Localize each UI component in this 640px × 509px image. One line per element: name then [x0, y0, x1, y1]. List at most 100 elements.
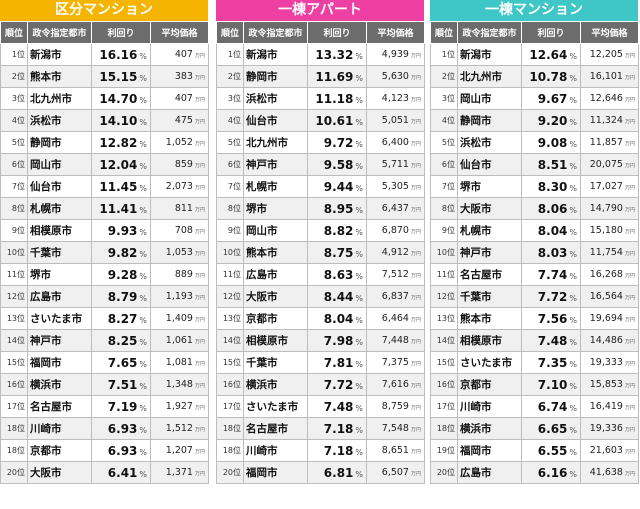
panel-title: 一棟マンション [430, 0, 638, 21]
city-cell: 福岡市 [457, 439, 522, 462]
yield-value: 8.03 [537, 245, 568, 260]
price-value: 12,205 [589, 49, 623, 60]
rank-cell: 11位 [430, 263, 458, 286]
yield-cell: 7.18% [307, 417, 367, 440]
rank-number: 5 [441, 138, 447, 147]
table-row: 5位 静岡市 12.82% 1,052 万円 [0, 131, 209, 154]
percent-unit: % [569, 403, 577, 413]
rank-suffix: 位 [233, 50, 241, 59]
price-value: 11,754 [589, 247, 623, 258]
percent-unit: % [355, 447, 363, 457]
price-value: 4,939 [381, 49, 409, 60]
yield-cell: 7.81% [307, 351, 367, 374]
yield-value: 7.56 [537, 311, 568, 326]
rank-suffix: 位 [17, 468, 25, 477]
yield-value: 6.93 [107, 421, 138, 436]
rank-number: 3 [441, 94, 447, 103]
price-value: 8,759 [381, 401, 409, 412]
price-unit: 万円 [624, 383, 635, 389]
table-row: 10位 神戸市 8.03% 11,754 万円 [430, 241, 639, 264]
city-cell: 名古屋市 [27, 395, 92, 418]
price-cell: 1,052 万円 [150, 131, 209, 154]
percent-unit: % [139, 117, 147, 127]
price-value: 5,051 [381, 115, 409, 126]
yield-value: 9.44 [323, 179, 354, 194]
city-cell: 札幌市 [243, 175, 308, 198]
rank-number: 4 [441, 116, 447, 125]
percent-unit: % [139, 359, 147, 369]
rank-number: 18 [222, 446, 233, 455]
rank-suffix: 位 [17, 248, 25, 257]
price-unit: 万円 [410, 273, 421, 279]
yield-cell: 8.75% [307, 241, 367, 264]
price-value: 6,400 [381, 137, 409, 148]
price-cell: 1,409 万円 [150, 307, 209, 330]
percent-unit: % [355, 381, 363, 391]
rank-number: 10 [222, 248, 233, 257]
panel-title: 一棟アパート [216, 0, 424, 21]
price-unit: 万円 [624, 295, 635, 301]
percent-unit: % [355, 139, 363, 149]
rank-cell: 17位 [0, 395, 28, 418]
table-row: 18位 横浜市 6.65% 19,336 万円 [430, 417, 639, 440]
rank-number: 5 [227, 138, 233, 147]
yield-cell: 7.72% [307, 373, 367, 396]
percent-unit: % [355, 249, 363, 259]
rank-number: 14 [436, 336, 447, 345]
table-row: 18位 名古屋市 7.18% 7,548 万円 [216, 417, 425, 440]
price-cell: 21,603 万円 [580, 439, 639, 462]
price-cell: 15,180 万円 [580, 219, 639, 242]
rank-cell: 18位 [430, 417, 458, 440]
rank-suffix: 位 [17, 402, 25, 411]
yield-value: 9.72 [323, 135, 354, 150]
rank-cell: 9位 [0, 219, 28, 242]
price-value: 5,711 [381, 159, 409, 170]
price-cell: 5,711 万円 [366, 153, 425, 176]
rank-cell: 14位 [0, 329, 28, 352]
city-header: 政令指定都市 [27, 21, 92, 44]
city-cell: 相模原市 [27, 219, 92, 242]
city-cell: 仙台市 [27, 175, 92, 198]
percent-unit: % [139, 337, 147, 347]
yield-header: 利回り [307, 21, 367, 44]
percent-unit: % [569, 447, 577, 457]
rank-number: 1 [227, 50, 233, 59]
yield-value: 6.74 [537, 399, 568, 414]
yield-value: 11.41 [99, 201, 138, 216]
rank-cell: 18位 [216, 417, 244, 440]
rank-number: 9 [441, 226, 447, 235]
yield-value: 7.18 [323, 443, 354, 458]
yield-cell: 7.98% [307, 329, 367, 352]
table-row: 20位 広島市 6.16% 41,638 万円 [430, 461, 639, 484]
percent-unit: % [355, 95, 363, 105]
rank-suffix: 位 [447, 292, 455, 301]
rank-suffix: 位 [447, 380, 455, 389]
city-cell: 大阪市 [27, 461, 92, 484]
rank-suffix: 位 [233, 94, 241, 103]
rank-cell: 16位 [0, 373, 28, 396]
percent-unit: % [355, 403, 363, 413]
price-value: 5,630 [381, 71, 409, 82]
rank-suffix: 位 [17, 182, 25, 191]
city-cell: 千葉市 [457, 285, 522, 308]
price-value: 15,180 [589, 225, 623, 236]
city-cell: 熊本市 [243, 241, 308, 264]
rank-number: 20 [436, 468, 447, 477]
yield-cell: 8.63% [307, 263, 367, 286]
yield-value: 10.78 [529, 69, 568, 84]
rank-number: 15 [222, 358, 233, 367]
price-unit: 万円 [194, 251, 205, 257]
price-cell: 12,205 万円 [580, 43, 639, 66]
percent-unit: % [569, 425, 577, 435]
city-cell: 新潟市 [457, 43, 522, 66]
percent-unit: % [139, 271, 147, 281]
yield-value: 9.28 [107, 267, 138, 282]
price-unit: 万円 [194, 185, 205, 191]
price-unit: 万円 [624, 207, 635, 213]
yield-value: 7.51 [107, 377, 138, 392]
rank-suffix: 位 [233, 292, 241, 301]
price-unit: 万円 [624, 405, 635, 411]
rank-cell: 6位 [430, 153, 458, 176]
table-row: 12位 広島市 8.79% 1,193 万円 [0, 285, 209, 308]
table-row: 15位 福岡市 7.65% 1,081 万円 [0, 351, 209, 374]
